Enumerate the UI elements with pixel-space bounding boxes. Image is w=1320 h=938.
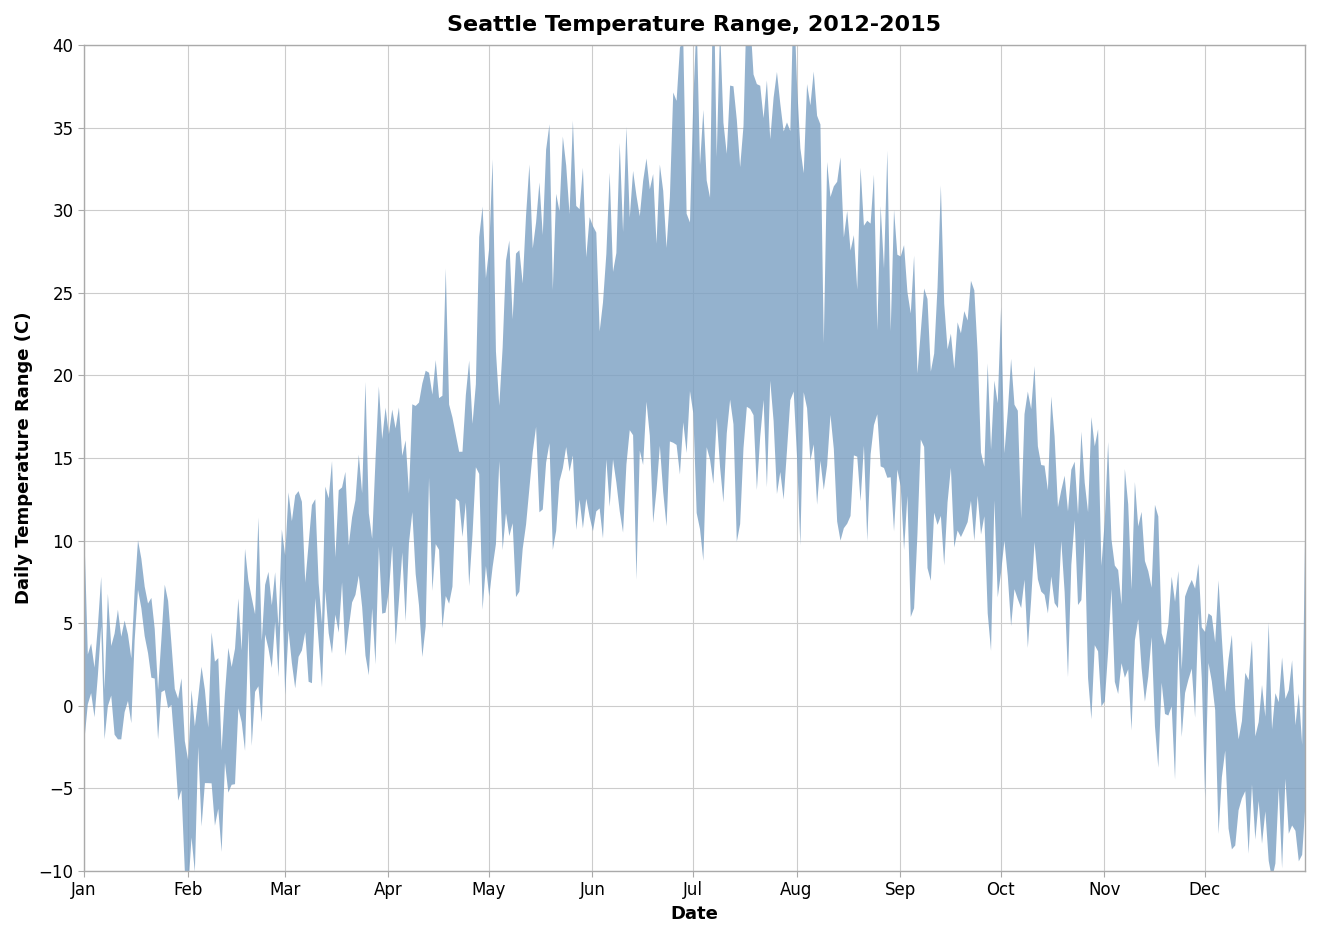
Title: Seattle Temperature Range, 2012-2015: Seattle Temperature Range, 2012-2015 xyxy=(447,15,941,35)
X-axis label: Date: Date xyxy=(671,905,718,923)
Y-axis label: Daily Temperature Range (C): Daily Temperature Range (C) xyxy=(15,311,33,604)
